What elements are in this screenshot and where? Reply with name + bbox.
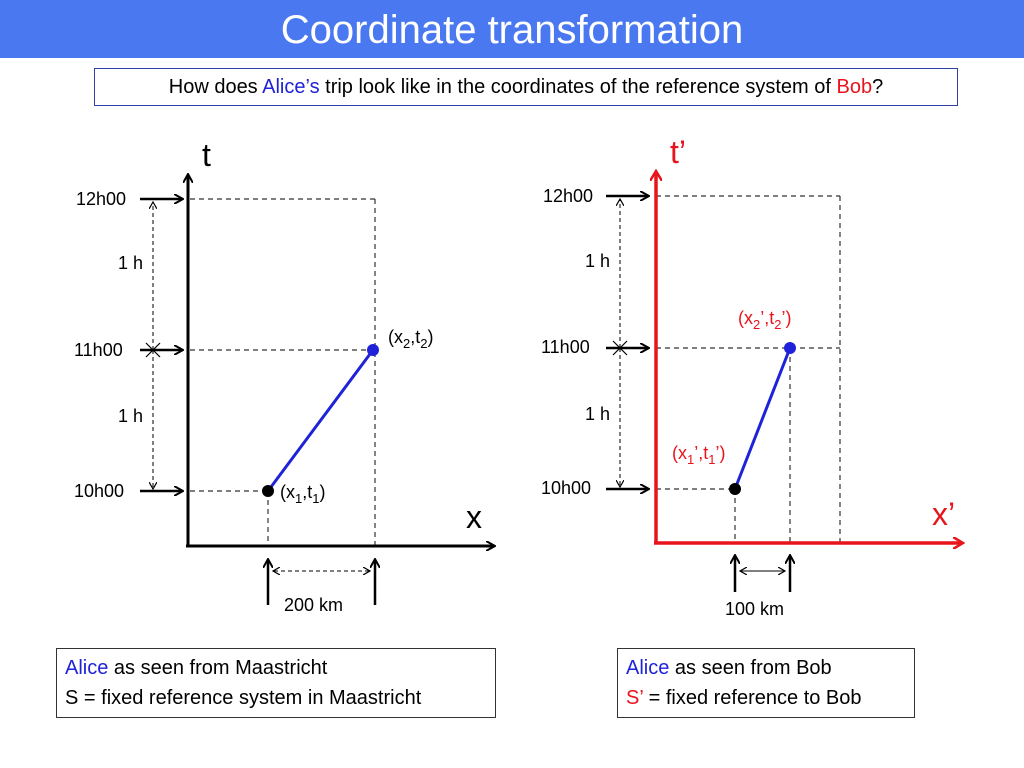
right-time-label-12h: 12h00	[543, 186, 593, 206]
left-t-axis-label: t	[202, 137, 211, 173]
right-time-label-10h: 10h00	[541, 478, 591, 498]
right-x-axis-label: x’	[932, 496, 955, 532]
right-point-2-label: (x2’,t2’)	[738, 308, 791, 332]
caption-left-line-1-rest: as seen from Maastricht	[108, 657, 328, 679]
left-time-label-12h: 12h00	[76, 189, 126, 209]
left-worldline	[266, 349, 375, 492]
caption-right: Alice as seen from Bob S’ = fixed refere…	[617, 648, 915, 718]
right-time-label-11h: 11h00	[541, 337, 590, 357]
right-point-1-label: (x1’,t1’)	[672, 443, 725, 467]
caption-left-line-1: Alice as seen from Maastricht	[65, 653, 487, 683]
right-point-2	[784, 342, 796, 354]
right-t-axis-label: t’	[670, 134, 686, 170]
left-interval-label-lower: 1 h	[118, 406, 143, 426]
caption-right-line-1: Alice as seen from Bob	[626, 653, 906, 683]
question-alice: Alice’s	[262, 76, 320, 98]
left-point-2-label: (x2,t2)	[388, 327, 433, 351]
question-middle: trip look like in the coordinates of the…	[319, 76, 837, 98]
question-bob: Bob	[836, 76, 873, 98]
right-guide-lines	[656, 195, 841, 543]
question-suffix: ?	[872, 76, 884, 98]
left-interval-label-upper: 1 h	[118, 253, 143, 273]
right-interval-label-lower: 1 h	[585, 404, 610, 424]
caption-right-line-2-rest: = fixed reference to Bob	[643, 687, 862, 709]
question-prefix: How does	[168, 76, 263, 98]
slide-title: Coordinate transformation	[280, 8, 744, 52]
question-box: How does Alice’s trip look like in the c…	[94, 68, 958, 106]
left-time-label-10h: 10h00	[74, 481, 124, 501]
caption-right-alice: Alice	[626, 657, 670, 679]
left-interval-cross-b	[145, 342, 161, 358]
left-diagram: t x 12h00 11h00 10h00 1 h 1 h (x1,t1) (x…	[74, 137, 494, 615]
caption-right-line-1-rest: as seen from Bob	[669, 657, 832, 679]
left-point-1-label: (x1,t1)	[280, 482, 325, 506]
right-point-1	[729, 483, 741, 495]
caption-left-line-2: S = fixed reference system in Maastricht	[65, 687, 422, 709]
left-point-2	[367, 344, 379, 356]
caption-right-symbol: S’	[626, 687, 644, 709]
right-diagram: t’ x’ 12h00 11h00 10h00 1 h 1 h (x1’,t1’…	[541, 134, 962, 619]
caption-left-alice: Alice	[65, 657, 109, 679]
caption-left: Alice as seen from Maastricht S = fixed …	[56, 648, 496, 718]
right-worldline	[733, 347, 792, 490]
left-distance-label: 200 km	[284, 595, 343, 615]
left-x-axis-label: x	[466, 499, 482, 535]
title-bar	[0, 0, 1024, 58]
right-distance-label: 100 km	[725, 599, 784, 619]
caption-right-line-2: S’ = fixed reference to Bob	[626, 683, 906, 713]
left-guide-lines	[190, 198, 376, 546]
left-time-label-11h: 11h00	[74, 340, 123, 360]
right-interval-label-upper: 1 h	[585, 251, 610, 271]
left-point-1	[262, 485, 274, 497]
right-interval-cross-b	[612, 340, 628, 356]
